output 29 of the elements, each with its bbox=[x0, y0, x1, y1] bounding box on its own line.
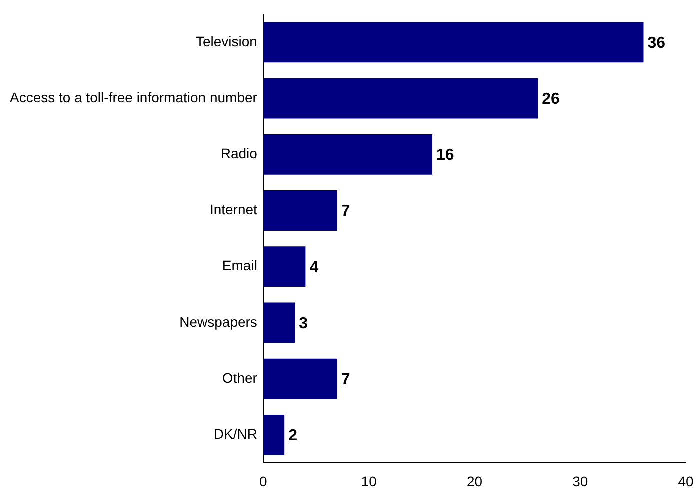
bar bbox=[263, 134, 432, 175]
data-label: 16 bbox=[436, 147, 454, 164]
x-tick-label: 20 bbox=[466, 473, 483, 490]
data-label: 7 bbox=[341, 371, 350, 388]
data-label: 36 bbox=[648, 34, 666, 52]
data-label: 4 bbox=[310, 259, 319, 276]
bar bbox=[263, 78, 538, 119]
x-tick-label: 30 bbox=[572, 473, 588, 490]
data-label: 2 bbox=[288, 428, 298, 445]
x-tick-label: 0 bbox=[260, 473, 268, 490]
y-tick-label: Email bbox=[222, 258, 258, 274]
x-tick-label: 40 bbox=[678, 473, 694, 490]
data-label: 3 bbox=[299, 315, 308, 332]
bar bbox=[263, 358, 338, 400]
bar bbox=[263, 190, 338, 231]
bar bbox=[263, 22, 644, 63]
y-tick-label: Access to a toll-free information number bbox=[10, 89, 258, 106]
data-label: 7 bbox=[341, 203, 350, 220]
bar bbox=[263, 246, 306, 288]
x-tick-label: 10 bbox=[361, 473, 378, 490]
y-tick-label: Radio bbox=[220, 146, 258, 162]
bar bbox=[263, 302, 296, 344]
bar bbox=[263, 414, 285, 456]
data-label: 26 bbox=[542, 90, 560, 108]
y-tick-label: Other bbox=[222, 370, 258, 386]
y-tick-label: Internet bbox=[210, 202, 258, 218]
y-tick-label: Television bbox=[196, 33, 258, 50]
y-tick-label: DK/NR bbox=[214, 426, 258, 442]
y-tick-label: Newspapers bbox=[180, 314, 258, 330]
